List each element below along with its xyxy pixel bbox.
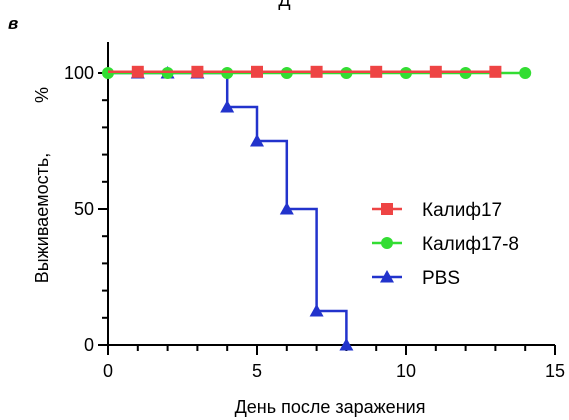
y-axis-label: Выживаемость, (32, 153, 52, 283)
legend-label: Калиф17-8 (422, 234, 519, 255)
series-line-3 (108, 71, 348, 345)
data-point-3 (309, 304, 324, 317)
legend: Калиф17 Калиф17-8 PBS (372, 200, 519, 289)
legend-marker (381, 203, 393, 215)
x-tick-label: 0 (103, 361, 113, 381)
data-point-3 (220, 100, 235, 113)
x-axis-label: День после заражения (235, 397, 426, 417)
x-tick-label: 15 (545, 361, 565, 381)
legend-label: PBS (422, 268, 460, 289)
legend-label: Калиф17 (422, 200, 502, 221)
data-point-1 (131, 65, 144, 78)
legend-marker (381, 237, 393, 249)
legend-marker (380, 270, 394, 283)
data-point-3 (339, 338, 354, 351)
data-point-1 (370, 65, 383, 78)
data-point-1 (429, 65, 442, 78)
data-point-3 (250, 134, 264, 147)
data-point-1 (191, 65, 204, 78)
panel-letter: в (8, 14, 19, 33)
y-tick-label: 100 (64, 63, 94, 83)
x-tick-label: 5 (252, 361, 262, 381)
data-point-1 (310, 65, 323, 78)
data-point-1 (489, 65, 502, 78)
data-point-1 (251, 65, 263, 78)
data-point-2 (519, 67, 532, 79)
axes: 0 5 10 15 0 50 100 (64, 42, 565, 381)
plot-area (102, 65, 532, 351)
y-tick-label: 50 (74, 199, 94, 219)
y-axis-unit: % (32, 87, 52, 103)
x-tick-label: 10 (396, 361, 416, 381)
header-fragment: Д (278, 0, 291, 10)
data-point-3 (279, 202, 294, 215)
y-tick-label: 0 (84, 335, 94, 355)
